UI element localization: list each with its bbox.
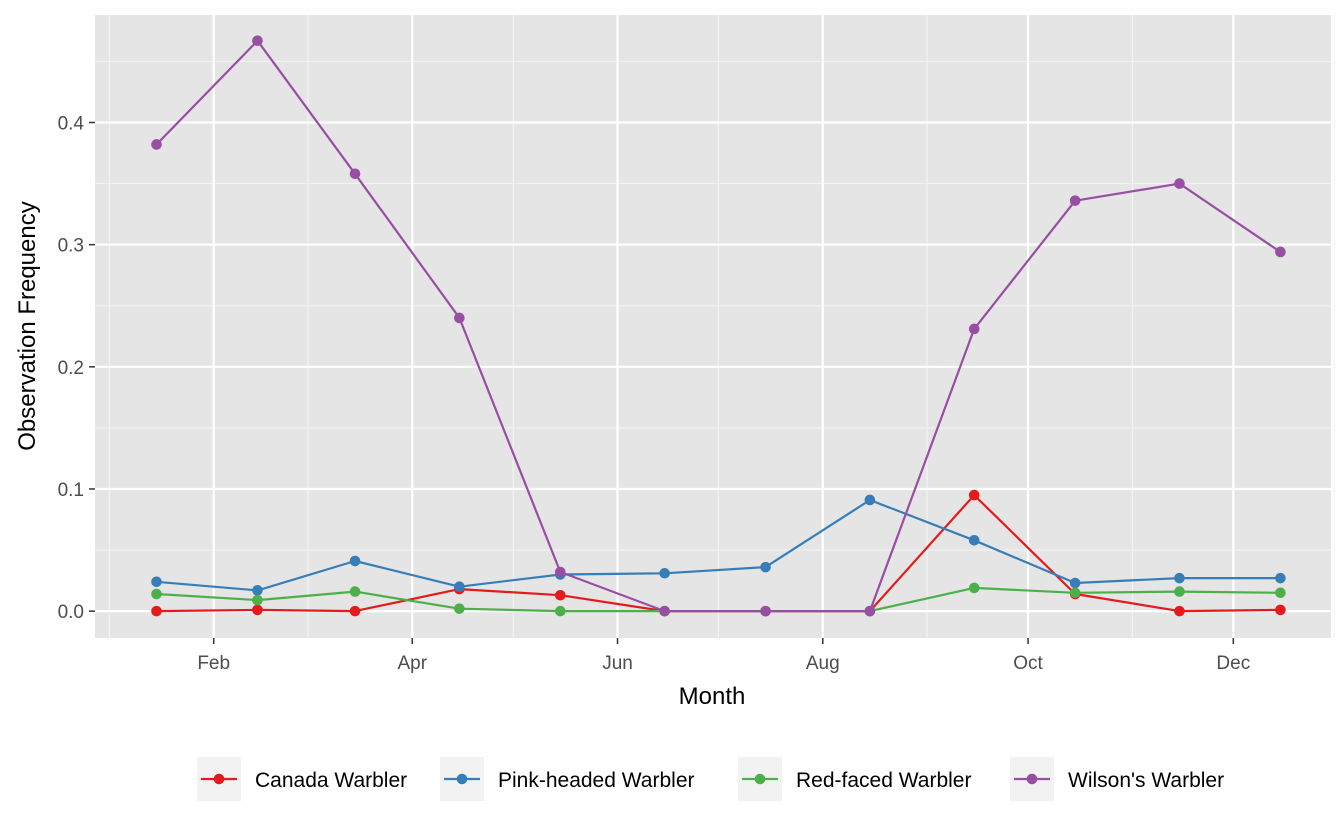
- data-point-pink-headed-warbler: [760, 561, 771, 573]
- x-tick-label: Jun: [602, 653, 633, 674]
- data-point-wilson-s-warbler: [151, 139, 162, 150]
- data-point-pink-headed-warbler: [151, 576, 162, 588]
- data-point-pink-headed-warbler: [349, 555, 361, 567]
- data-point-canada-warbler: [252, 604, 263, 616]
- series-layer: [151, 35, 1286, 617]
- data-point-canada-warbler: [555, 589, 566, 601]
- series-line-pink-headed-warbler: [156, 498, 1281, 592]
- legend-label-pink-headed-warbler: Pink-headed Warbler: [498, 769, 695, 792]
- legend: Canada Warbler Pink-headed Warbler Red-fac…: [197, 757, 1224, 801]
- y-tick-label: 0.0: [58, 602, 84, 623]
- data-point-red-faced-warbler: [454, 603, 465, 614]
- data-point-wilson-s-warbler: [252, 35, 263, 46]
- legend-key-point: [213, 773, 225, 785]
- y-axis-title: Observation Frequency: [14, 201, 41, 450]
- legend-key-point: [754, 773, 766, 785]
- y-tick-label: 0.2: [58, 358, 84, 379]
- data-point-pink-headed-warbler: [252, 585, 263, 596]
- data-point-canada-warbler: [1174, 605, 1185, 617]
- x-axis-title: Month: [679, 683, 746, 710]
- data-point-pink-headed-warbler: [659, 567, 670, 579]
- y-tick-label: 0.3: [58, 236, 84, 257]
- data-point-red-faced-warbler: [1275, 587, 1286, 599]
- data-point-pink-headed-warbler: [968, 534, 980, 546]
- y-tick-label: 0.4: [58, 113, 85, 134]
- data-point-wilson-s-warbler: [659, 605, 670, 617]
- data-point-red-faced-warbler: [968, 582, 980, 594]
- x-tick-label: Apr: [397, 653, 427, 674]
- legend-label-wilson-s-warbler: Wilson's Warbler: [1068, 769, 1224, 792]
- data-point-pink-headed-warbler: [864, 494, 876, 506]
- data-point-red-faced-warbler: [151, 588, 162, 600]
- legend-label-canada-warbler: Canada Warbler: [255, 769, 407, 792]
- legend-key-point: [456, 773, 468, 785]
- data-point-pink-headed-warbler: [454, 581, 465, 592]
- plot-panel: [95, 15, 1331, 638]
- data-point-wilson-s-warbler: [1174, 178, 1185, 189]
- data-point-canada-warbler: [151, 605, 162, 617]
- x-tick-label: Oct: [1013, 653, 1043, 674]
- series-line-wilson-s-warbler: [155, 39, 1282, 613]
- data-point-pink-headed-warbler: [1069, 577, 1081, 589]
- data-point-wilson-s-warbler: [349, 168, 361, 180]
- y-tick-label: 0.1: [58, 480, 84, 501]
- data-point-canada-warbler: [1275, 604, 1286, 616]
- data-point-red-faced-warbler: [1174, 586, 1185, 597]
- data-point-red-faced-warbler: [555, 605, 566, 617]
- legend-label-red-faced-warbler: Red-faced Warbler: [796, 769, 971, 792]
- data-point-wilson-s-warbler: [1069, 195, 1081, 206]
- legend-key-point: [1026, 773, 1038, 785]
- data-point-canada-warbler: [349, 605, 361, 617]
- x-axis: Feb Apr Jun Aug Oct Dec: [197, 638, 1250, 674]
- data-point-wilson-s-warbler: [555, 566, 566, 578]
- data-point-red-faced-warbler: [1069, 587, 1081, 599]
- x-tick-label: Dec: [1216, 653, 1250, 674]
- data-point-red-faced-warbler: [252, 594, 263, 606]
- data-point-wilson-s-warbler: [1275, 246, 1286, 258]
- data-point-canada-warbler: [968, 489, 980, 501]
- x-tick-label: Feb: [197, 653, 230, 674]
- minor-gridlines: [95, 15, 1335, 638]
- data-point-pink-headed-warbler: [1275, 572, 1286, 584]
- y-axis: 0.0 0.1 0.2 0.3 0.4: [58, 113, 95, 623]
- data-point-wilson-s-warbler: [760, 605, 771, 617]
- data-point-wilson-s-warbler: [454, 312, 465, 324]
- data-point-wilson-s-warbler: [864, 605, 876, 617]
- x-tick-label: Aug: [806, 653, 840, 674]
- data-point-pink-headed-warbler: [1174, 572, 1185, 584]
- data-point-wilson-s-warbler: [968, 323, 980, 335]
- data-point-red-faced-warbler: [349, 586, 361, 597]
